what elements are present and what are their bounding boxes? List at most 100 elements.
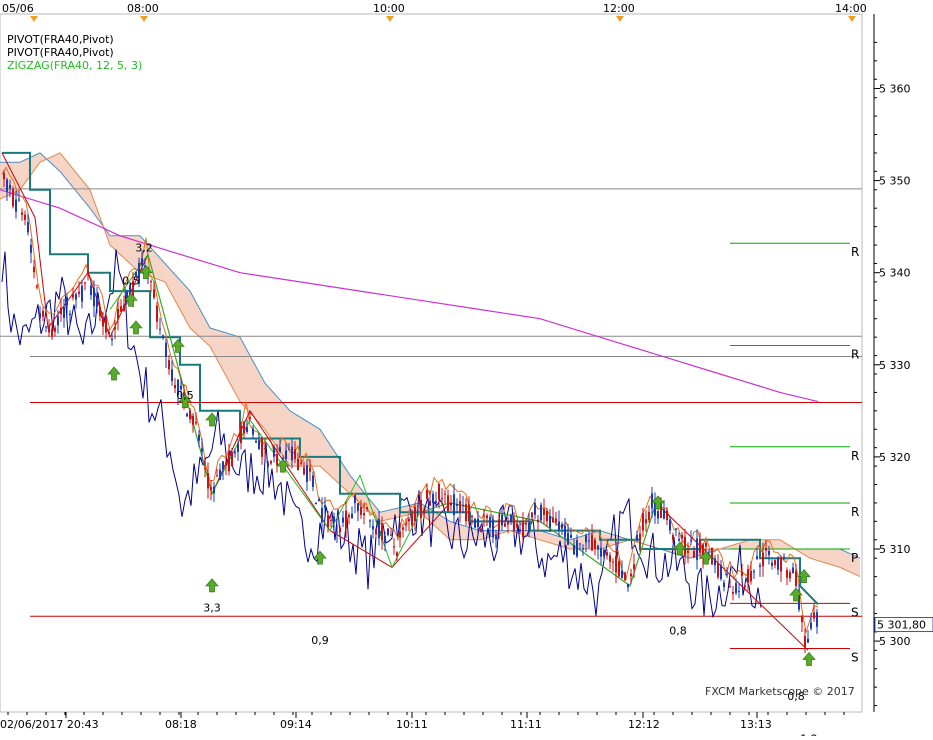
candle-body: [234, 451, 236, 454]
candle-body: [135, 271, 137, 276]
candle-body: [753, 571, 755, 573]
candle-body: [309, 467, 311, 472]
candle-body: [426, 490, 428, 499]
candle-body: [90, 285, 92, 296]
candle-body: [72, 293, 74, 298]
candle-body: [273, 446, 275, 457]
candle-body: [813, 612, 815, 619]
signal-arrow-icon: [802, 651, 816, 666]
candle-body: [675, 529, 677, 531]
candle-body: [531, 512, 533, 518]
candle-body: [789, 572, 791, 579]
candle-body: [291, 446, 293, 461]
candle-body: [558, 521, 560, 531]
candle-body: [69, 313, 71, 316]
pivot-level-label: R: [851, 347, 859, 361]
candle-body: [666, 510, 668, 520]
candle-body: [702, 544, 704, 558]
candle-body: [324, 505, 326, 508]
candle-body: [594, 539, 596, 549]
candle-body: [30, 244, 32, 253]
signal-arrow-icon: [124, 292, 138, 307]
candle-body: [348, 514, 350, 518]
pivot-level-label: P: [851, 551, 858, 565]
y-tick-label: 5 340: [879, 267, 911, 280]
candle-body: [522, 522, 524, 538]
candle-body: [339, 527, 341, 533]
candle-body: [99, 306, 101, 317]
candle-body: [744, 585, 746, 587]
bottom-time-label: 09:14: [280, 718, 312, 731]
candle-body: [639, 533, 641, 541]
candle-body: [327, 515, 329, 528]
candle-body: [375, 529, 377, 535]
bottom-time-label: 02/06/2017 20:43: [0, 718, 99, 731]
candle-body: [120, 306, 122, 312]
signal-arrow-icon: [789, 587, 803, 602]
candle-body: [138, 262, 140, 284]
candle-body: [621, 570, 623, 579]
y-tick-label: 5 310: [879, 543, 911, 556]
candle-body: [81, 285, 83, 302]
signal-arrow-icon: [107, 366, 121, 381]
candle-body: [306, 465, 308, 482]
candle-body: [792, 567, 794, 574]
candle-body: [18, 199, 20, 201]
candle-body: [285, 450, 287, 459]
candle-body: [438, 483, 440, 500]
bottom-time-label: 12:12: [628, 718, 660, 731]
candle-body: [402, 527, 404, 530]
candle-body: [771, 562, 773, 566]
candle-body: [21, 212, 23, 215]
candle-body: [582, 548, 584, 550]
candle-body: [693, 550, 695, 558]
candle-body: [723, 582, 725, 588]
candle-body: [474, 519, 476, 528]
top-time-label: 12:00: [603, 2, 635, 15]
candle-body: [390, 534, 392, 536]
candle-body: [393, 546, 395, 548]
candle-body: [540, 504, 542, 521]
candle-body: [270, 460, 272, 464]
candle-body: [612, 561, 614, 563]
candle-body: [816, 612, 818, 627]
candle-body: [783, 556, 785, 559]
signal-arrow-icon: [178, 394, 192, 408]
y-tick-label: 5 330: [879, 359, 911, 372]
signal-arrow-icon: [171, 338, 185, 353]
candle-body: [225, 462, 227, 466]
candle-body: [498, 519, 500, 531]
candle-body: [624, 572, 626, 581]
candle-body: [657, 511, 659, 519]
candle-body: [9, 184, 11, 189]
candle-body: [279, 447, 281, 452]
candle-body: [573, 545, 575, 555]
candle-body: [345, 510, 347, 529]
candle-body: [684, 536, 686, 556]
candle-body: [555, 518, 557, 523]
candle-body: [255, 440, 257, 443]
candle-body: [741, 571, 743, 576]
candle-body: [630, 573, 632, 577]
candle-body: [417, 505, 419, 507]
candle-body: [174, 384, 176, 389]
signal-arrow-icon: [139, 265, 153, 280]
candle-body: [294, 449, 296, 460]
candle-body: [333, 516, 335, 522]
candle-body: [228, 452, 230, 472]
candle-body: [177, 379, 179, 396]
candle-body: [126, 292, 128, 302]
cloud-fill: [0, 152, 860, 577]
top-time-label: 05/06: [2, 2, 34, 15]
candle-body: [654, 499, 656, 516]
candle-body: [27, 222, 29, 233]
session-marker-icon: [386, 16, 394, 22]
annotation-label: 3,3: [203, 602, 221, 615]
candle-body: [414, 507, 416, 522]
candle-body: [750, 570, 752, 582]
candle-body: [690, 540, 692, 542]
candle-body: [261, 437, 263, 457]
candle-body: [45, 326, 47, 328]
candle-body: [576, 540, 578, 557]
